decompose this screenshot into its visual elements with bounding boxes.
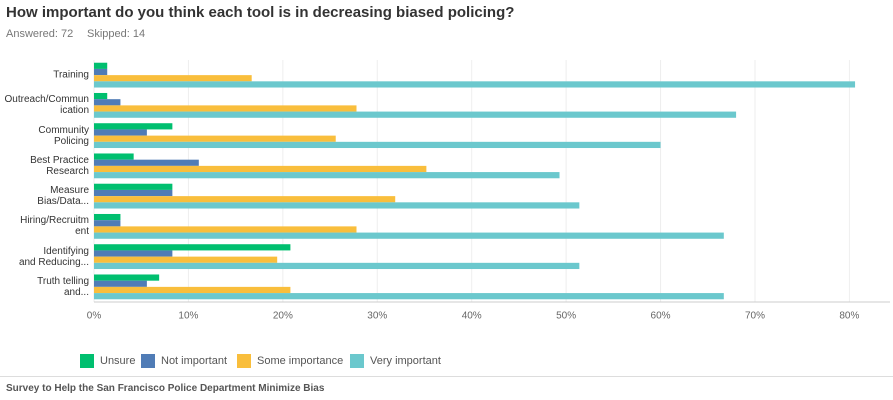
bar: [94, 99, 121, 106]
bar: [94, 62, 108, 69]
y-tick-label: Truth telling and...: [37, 275, 89, 298]
y-tick-label: Hiring/Recruitm ent: [20, 215, 89, 238]
bar: [94, 81, 856, 88]
bar: [94, 68, 108, 76]
legend-label: Unsure: [100, 355, 136, 367]
bar: [94, 262, 580, 270]
y-tick-label: Measure Bias/Data...: [37, 185, 89, 208]
bar: [94, 165, 427, 173]
x-tick-label: 0%: [87, 311, 102, 322]
bar: [94, 135, 336, 142]
x-tick-label: 10%: [178, 311, 198, 322]
bar: [94, 159, 199, 166]
x-tick-label: 20%: [273, 311, 293, 322]
chart-title: How important do you think each tool is …: [6, 4, 515, 21]
bar: [94, 202, 580, 209]
bar: [94, 189, 173, 197]
legend-swatch: [80, 354, 94, 368]
bar: [94, 213, 121, 221]
bar: [94, 92, 108, 100]
bar: [94, 75, 252, 82]
x-tick-label: 70%: [745, 311, 765, 322]
bar: [94, 244, 291, 251]
bar: [94, 250, 173, 257]
bar: [94, 226, 357, 233]
y-tick-label: Outreach/Commun ication: [4, 94, 89, 117]
bar: [94, 153, 134, 160]
bar: [94, 129, 147, 136]
bar: [94, 172, 560, 179]
legend-swatch: [141, 354, 155, 368]
y-tick-label: Community Policing: [38, 124, 89, 147]
bar: [94, 232, 724, 239]
legend-label: Some importance: [257, 355, 344, 367]
bar: [94, 105, 357, 112]
x-tick-label: 30%: [367, 311, 387, 322]
bar: [94, 286, 291, 294]
bar: [94, 280, 147, 287]
bar: [94, 220, 121, 227]
x-tick-label: 80%: [839, 311, 859, 322]
divider: [0, 376, 893, 377]
bar: [94, 183, 173, 190]
x-tick-label: 60%: [651, 311, 671, 322]
bar: [94, 141, 661, 149]
y-tick-label: Best Practice Research: [30, 154, 89, 177]
y-tick-label: Training: [53, 69, 89, 81]
bar: [94, 196, 396, 203]
legend-item: Some importance: [237, 354, 343, 368]
legend-item: Not important: [141, 354, 227, 368]
bar: [94, 274, 160, 281]
x-tick-label: 40%: [462, 311, 482, 322]
bar: [94, 256, 278, 263]
legend-item: Unsure: [80, 354, 135, 368]
bar: [94, 111, 737, 118]
legend-swatch: [237, 354, 251, 368]
legend-label: Not important: [161, 355, 228, 367]
legend-item: Very important: [350, 354, 441, 368]
answered: Answered: 72: [6, 28, 74, 40]
bar: [94, 293, 724, 300]
y-tick-label: Identifying and Reducing...: [18, 245, 89, 268]
legend-label: Very important: [370, 355, 441, 367]
footer: Survey to Help the San Francisco Police …: [6, 383, 325, 394]
skipped: Skipped: 14: [87, 28, 146, 40]
x-tick-label: 50%: [556, 311, 576, 322]
bar: [94, 123, 173, 130]
legend-swatch: [350, 354, 364, 368]
